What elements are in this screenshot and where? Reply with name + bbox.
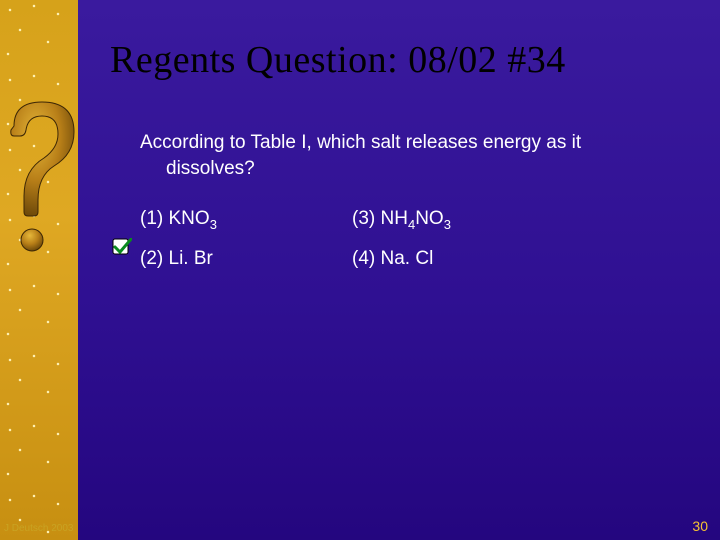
question-text: According to Table I, which salt release…	[140, 130, 680, 181]
answer-option-2: (2) Li. Br	[140, 248, 352, 270]
sidebar-texture	[0, 0, 78, 540]
answer-option-4: (4) Na. Cl	[352, 248, 680, 270]
checkmark-icon	[112, 238, 132, 258]
footer-credit: J Deutsch 2003	[4, 523, 74, 534]
answer-3-text-a: (3) NH	[352, 208, 408, 229]
answer-1-text: (1) KNO	[140, 208, 210, 229]
answer-1-sub: 3	[210, 217, 217, 232]
question-line-2: dissolves?	[140, 156, 680, 182]
question-line-1: According to Table I, which salt release…	[140, 132, 581, 153]
page-number: 30	[692, 518, 708, 534]
slide-title: Regents Question: 08/02 #34	[110, 38, 566, 82]
answer-grid: (1) KNO3 (3) NH4NO3 (2) Li. Br (4) Na. C…	[140, 208, 680, 270]
answer-3-text-b: NO	[415, 208, 444, 229]
answer-option-3: (3) NH4NO3	[352, 208, 680, 232]
answer-option-1: (1) KNO3	[140, 208, 352, 232]
answer-3-sub-b: 3	[444, 217, 451, 232]
